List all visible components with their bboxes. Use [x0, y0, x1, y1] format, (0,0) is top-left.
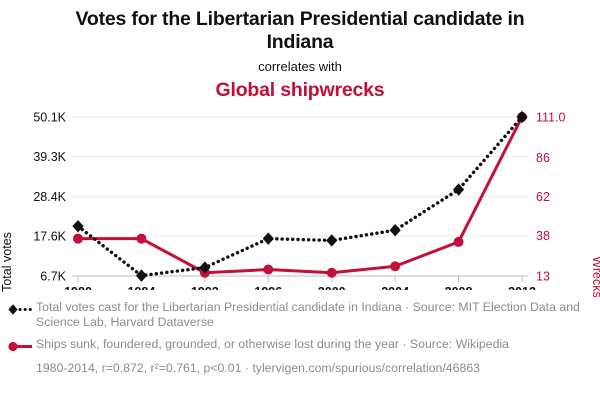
- data-point-shipwrecks: [263, 264, 274, 275]
- title-connector: correlates with: [258, 59, 342, 74]
- x-axis-tick: 2008: [445, 285, 473, 290]
- y-axis-left-tick: 6.7K: [40, 270, 66, 284]
- x-axis-tick: 1992: [191, 285, 219, 290]
- series-line-shipwrecks: [76, 115, 524, 275]
- legend-label-shipwrecks: Ships sunk, foundered, grounded, or othe…: [36, 337, 510, 351]
- x-axis-tick: 2000: [318, 285, 346, 290]
- data-point-shipwrecks: [453, 236, 464, 247]
- chart-plot-area: Total votes Wrecks 50.1K 39.3K 28.4K 17.6K 6…: [0, 105, 600, 298]
- page-title: Votes for the Libertarian Presidential c…: [75, 8, 525, 53]
- x-axis-tick: 1980: [64, 285, 92, 290]
- page-subtitle: Global shipwrecks: [215, 79, 385, 101]
- x-axis-tick: 2004: [381, 285, 409, 290]
- circle-solid-marker-icon: [8, 341, 32, 352]
- data-point-shipwrecks: [326, 267, 337, 278]
- y-axis-left-tick: 50.1K: [33, 111, 66, 125]
- y-axis-right-tick: 13: [536, 270, 550, 284]
- data-point-votes: [72, 219, 84, 233]
- correlation-stats: 1980-2014, r=0.872, r²=0.761, p<0.01 · t…: [36, 361, 480, 375]
- chart-legend: Total votes cast for the Libertarian Pre…: [0, 300, 600, 376]
- data-point-votes: [326, 234, 338, 247]
- data-point-votes: [516, 110, 528, 124]
- x-axis-tick: 2012: [508, 285, 536, 290]
- correlation-line-chart: 50.1K 39.3K 28.4K 17.6K 6.7K 111.0 86 62 38 13 198…: [33, 110, 565, 291]
- data-point-votes: [262, 232, 274, 245]
- legend-label-votes: Total votes cast for the Libertarian Pre…: [36, 300, 580, 329]
- diamond-dotted-marker-icon: [8, 304, 34, 315]
- y-axis-left-tick: 39.3K: [33, 150, 66, 164]
- legend-item-votes: Total votes cast for the Libertarian Pre…: [6, 300, 594, 330]
- y-axis-right-tick: 62: [536, 190, 550, 204]
- x-axis-tick: 1984: [128, 285, 156, 290]
- y-axis-right-tick: 111.0: [536, 111, 565, 125]
- y-axis-left-tick: 28.4K: [33, 190, 66, 204]
- data-point-shipwrecks: [73, 233, 83, 244]
- data-point-shipwrecks: [136, 233, 147, 244]
- legend-item-shipwrecks: Ships sunk, foundered, grounded, or othe…: [6, 337, 594, 354]
- series-line-votes: [76, 115, 524, 278]
- data-point-shipwrecks: [390, 261, 401, 272]
- y-axis-right-tick: 86: [536, 151, 550, 165]
- data-point-votes: [389, 224, 401, 237]
- y-axis-left-tick: 17.6K: [33, 230, 66, 244]
- data-point-votes: [452, 183, 465, 196]
- data-point-votes: [199, 261, 211, 274]
- x-axis-tick: 1996: [254, 285, 282, 290]
- y-axis-right-tick: 38: [536, 229, 550, 243]
- chart-title-block: Votes for the Libertarian Presidential c…: [0, 8, 600, 102]
